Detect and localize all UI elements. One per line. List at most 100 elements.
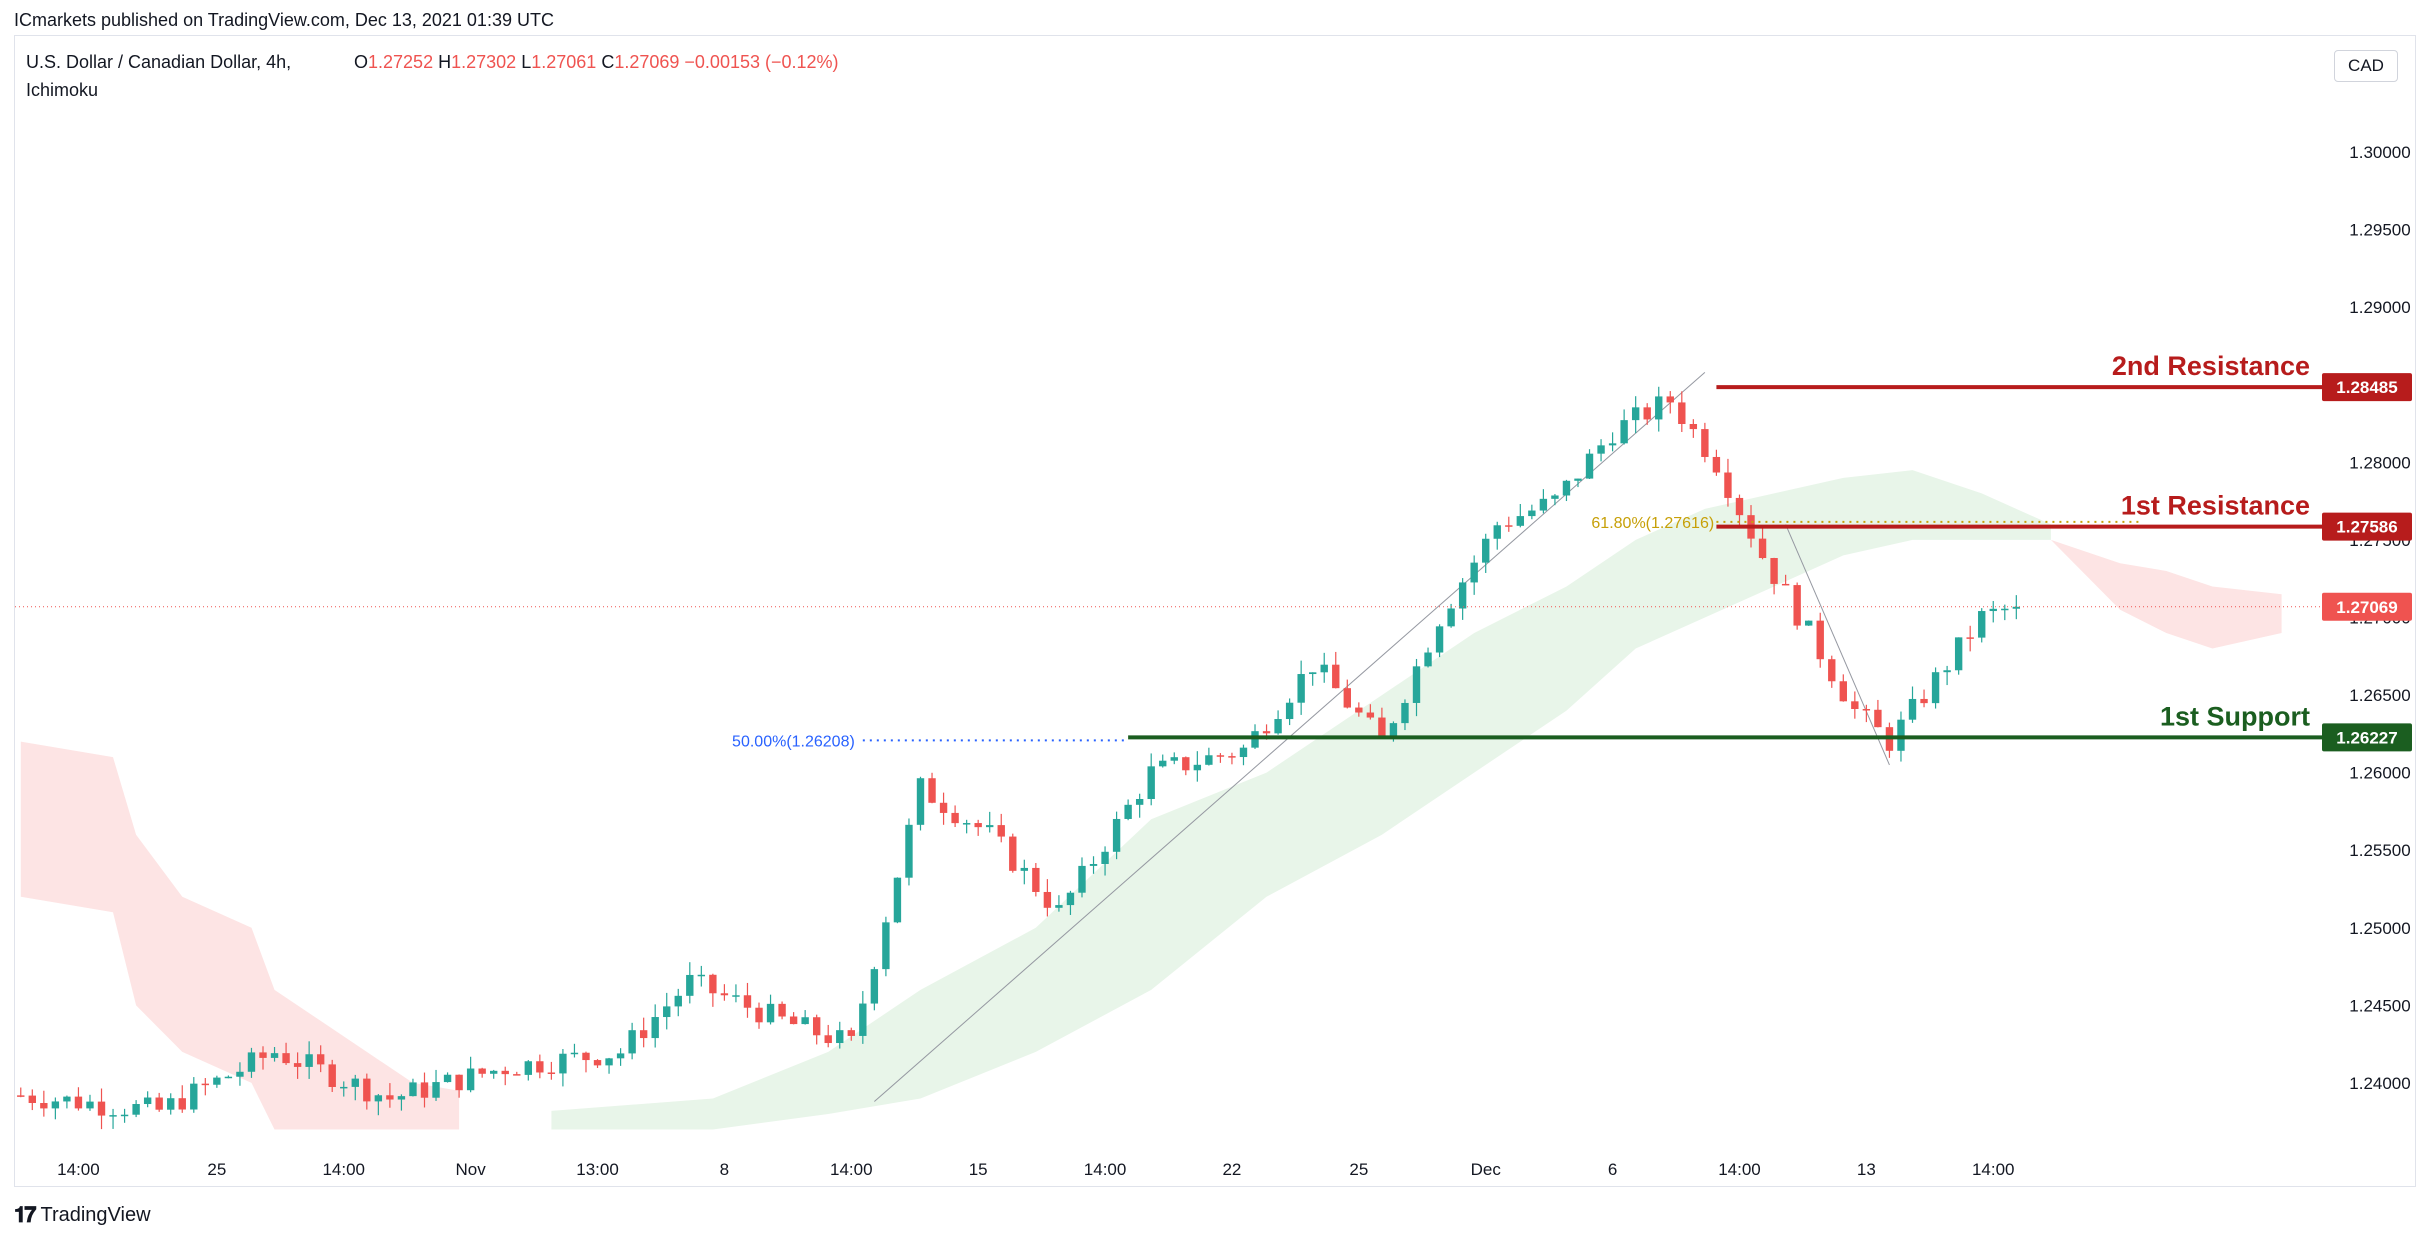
- candle-body: [1239, 747, 1248, 758]
- candle-bullish: [1320, 652, 1328, 683]
- candle-body: [259, 1052, 267, 1058]
- candle-body: [501, 1070, 509, 1075]
- resistance-price-badge-label: 1.28485: [2336, 378, 2397, 397]
- candle-body: [1528, 510, 1536, 517]
- candle-body: [1758, 538, 1767, 559]
- candle-body: [1147, 766, 1155, 800]
- candle-body: [916, 778, 925, 825]
- indicator-label[interactable]: Ichimoku: [26, 80, 99, 100]
- candle-bullish: [1470, 555, 1478, 595]
- candle-bullish: [1954, 637, 1963, 675]
- candle-bullish: [882, 916, 890, 977]
- candle-body: [1781, 583, 1790, 586]
- candle-bullish: [836, 1021, 844, 1049]
- candle-bullish: [1931, 667, 1940, 709]
- x-axis-tick-label: 14:00: [322, 1160, 365, 1179]
- candle-bullish: [1205, 747, 1213, 766]
- candle-bullish: [686, 962, 694, 1004]
- candle-bullish: [986, 811, 994, 833]
- candle-bearish: [812, 1014, 821, 1045]
- open-label: O: [354, 52, 369, 72]
- x-axis-tick-label: 25: [207, 1160, 226, 1179]
- candle-bullish: [1516, 503, 1525, 528]
- candle-bearish: [293, 1052, 302, 1079]
- candle-bearish: [328, 1059, 336, 1092]
- candle-bullish: [962, 819, 971, 834]
- candle-body: [1585, 453, 1594, 479]
- x-axis-tick-label: 14:00: [1718, 1160, 1761, 1179]
- candle-body: [1574, 478, 1582, 481]
- candle-bullish: [270, 1047, 279, 1062]
- candle-body: [236, 1071, 244, 1077]
- candle-bearish: [939, 792, 948, 825]
- candle-body: [732, 995, 740, 997]
- ichimoku-cloud-future: [2050, 539, 2282, 649]
- ichimoku-cloud-bearish: [20, 741, 460, 1130]
- candle-body: [1770, 558, 1778, 584]
- candle-bullish: [859, 991, 867, 1044]
- tradingview-brand[interactable]: 𝟏𝟕 TradingView: [14, 1202, 151, 1228]
- candle-body: [51, 1101, 60, 1109]
- candle-bearish: [1735, 494, 1744, 529]
- candle-body: [340, 1086, 348, 1089]
- x-axis-tick-label: 14:00: [830, 1160, 873, 1179]
- candle-body: [1897, 719, 1905, 751]
- high-label: H: [438, 52, 452, 72]
- currency-button[interactable]: CAD: [2334, 50, 2398, 82]
- candle-bearish: [639, 1017, 648, 1048]
- candle-bullish: [120, 1108, 129, 1123]
- x-axis-tick-label: 8: [720, 1160, 729, 1179]
- candle-bullish: [1989, 601, 1997, 623]
- candle-body: [1793, 585, 1801, 626]
- candle-body: [1412, 666, 1421, 703]
- candle-bearish: [1216, 753, 1225, 763]
- candle-body: [63, 1096, 71, 1102]
- candle-bearish: [789, 1012, 798, 1025]
- candle-bullish: [1055, 895, 1063, 912]
- candle-body: [1678, 402, 1686, 424]
- candle-body: [1597, 445, 1605, 454]
- candle-body: [1055, 905, 1063, 908]
- candle-bearish: [1724, 458, 1732, 507]
- change-value: −0.00153 (−0.12%): [684, 52, 839, 72]
- close-label: C: [601, 52, 615, 72]
- symbol-title[interactable]: U.S. Dollar / Canadian Dollar, 4h,: [26, 52, 292, 72]
- candle-body: [1089, 863, 1098, 866]
- candle-body: [859, 1003, 867, 1036]
- candle-bullish: [1124, 799, 1132, 821]
- candle-body: [1009, 836, 1017, 871]
- candle-body: [1424, 652, 1432, 667]
- candle-body: [17, 1095, 25, 1097]
- candle-bullish: [247, 1047, 256, 1078]
- candle-bullish: [1112, 811, 1121, 860]
- candle-body: [616, 1053, 625, 1059]
- y-axis-tick-label: 1.29500: [2349, 221, 2410, 240]
- y-axis-tick-label: 1.24000: [2349, 1074, 2410, 1093]
- candle-body: [1908, 698, 1917, 720]
- candle-bullish: [1101, 846, 1109, 876]
- plot-area: [17, 371, 2282, 1130]
- candle-bullish: [870, 966, 879, 1011]
- candle-bearish: [847, 1027, 855, 1041]
- candle-body: [132, 1104, 140, 1115]
- candle-body: [524, 1061, 532, 1075]
- candle-body: [801, 1017, 809, 1025]
- candle-bearish: [1643, 403, 1651, 425]
- candle-body: [905, 824, 913, 878]
- candle-body: [1308, 672, 1317, 675]
- candle-bullish: [1493, 521, 1501, 550]
- candle-bearish: [824, 1024, 832, 1048]
- candle-body: [559, 1053, 567, 1074]
- candle-bearish: [1862, 704, 1871, 723]
- candle-bearish: [455, 1074, 463, 1098]
- candle-bullish: [213, 1075, 221, 1088]
- x-axis-tick-label: 13:00: [576, 1160, 619, 1179]
- y-axis-tick-label: 1.26500: [2349, 686, 2410, 705]
- candle-bullish: [651, 1004, 659, 1048]
- candle-body: [1505, 525, 1513, 527]
- candle-bullish: [916, 776, 925, 831]
- candle-bullish: [524, 1060, 532, 1081]
- candle-bearish: [420, 1072, 429, 1108]
- candle-body: [1066, 892, 1075, 906]
